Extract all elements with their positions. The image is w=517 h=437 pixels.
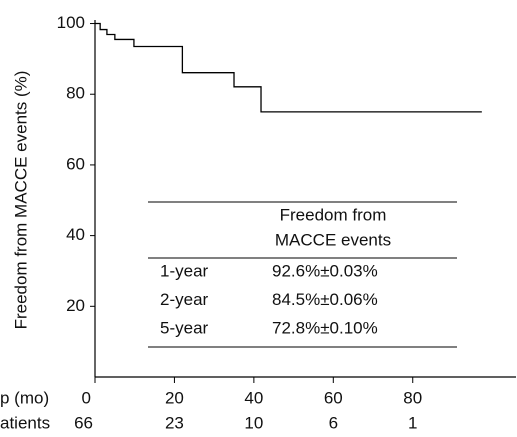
x-tick-label: 80 [403, 388, 422, 407]
x-tick-label: 60 [324, 388, 343, 407]
x-axis-label: p (mo) [0, 388, 49, 407]
at-risk-value: 66 [74, 413, 93, 432]
inset-row-label: 5-year [160, 318, 209, 337]
y-axis-label: Freedom from MACCE events (%) [11, 71, 30, 330]
at-risk-label: atients [0, 413, 50, 432]
inset-row-label: 1-year [160, 261, 209, 280]
y-tick-label: 100 [57, 13, 85, 32]
at-risk-value: 23 [165, 413, 184, 432]
inset-header: Freedom from [280, 205, 387, 224]
at-risk-value: 1 [408, 413, 417, 432]
y-tick-label: 60 [66, 154, 85, 173]
inset-row-value: 72.8%±0.10% [272, 318, 378, 337]
y-tick-label: 80 [66, 84, 85, 103]
inset-row-label: 2-year [160, 290, 209, 309]
y-tick-label: 20 [66, 296, 85, 315]
x-tick-label: 0 [82, 388, 91, 407]
survival-curve [95, 22, 482, 113]
x-tick-label: 20 [165, 388, 184, 407]
inset-header: MACCE events [275, 230, 391, 249]
inset-row-value: 84.5%±0.06% [272, 290, 378, 309]
at-risk-value: 10 [244, 413, 263, 432]
at-risk-value: 6 [329, 413, 338, 432]
inset-row-value: 92.6%±0.03% [272, 261, 378, 280]
y-tick-label: 40 [66, 225, 85, 244]
x-tick-label: 40 [244, 388, 263, 407]
